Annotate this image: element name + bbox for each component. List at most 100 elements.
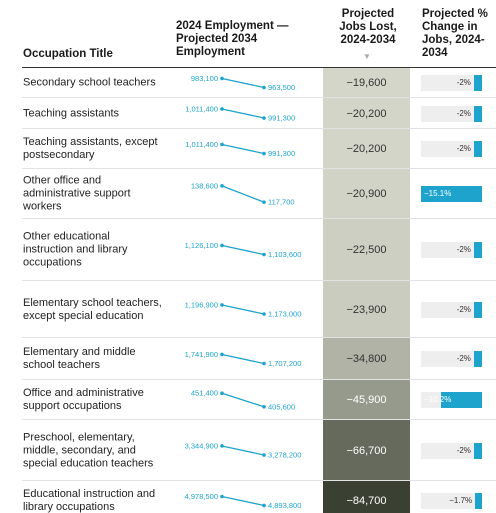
pct-change-track: -2% (421, 242, 482, 258)
employment-2034-label: 1,103,600 (268, 250, 301, 259)
jobs-lost-cell: −20,200 (323, 129, 410, 169)
table-row: Office and administrative support occupa… (0, 380, 496, 420)
employment-slope-line (221, 353, 265, 365)
table-row: Secondary school teachers 983,100 963,500 −… (0, 68, 496, 98)
table-header: Occupation Title 2024 Employment — Proje… (0, 0, 496, 68)
occupation-label: Elementary school teachers, except speci… (23, 296, 162, 322)
pct-change-label: -2% (456, 108, 471, 118)
employment-slope: 451,400 405,600 (191, 389, 295, 412)
pct-change-label: -2% (456, 445, 471, 455)
employment-2034-point (262, 116, 266, 120)
pct-change-track: -2% (421, 105, 482, 122)
pct-change-bar (473, 242, 482, 258)
pct-change-bar (473, 442, 482, 459)
header-jobs-lost[interactable]: Projected Jobs Lost, 2024-2034 (339, 8, 397, 46)
employment-2034-point (262, 312, 266, 316)
employment-slope: 1,126,100 1,103,600 (185, 241, 302, 259)
pct-change-bar (473, 105, 482, 122)
jobs-lost-cell: −66,700 (323, 420, 410, 481)
pct-change-label: -2% (456, 245, 471, 254)
jobs-lost-cell: −22,500 (323, 219, 410, 281)
pct-change-track: -2% (421, 301, 482, 318)
employment-2034-point (262, 361, 266, 366)
employment-2024-label: 451,400 (191, 389, 218, 398)
pct-change-track: −10.2% (421, 392, 482, 408)
employment-slope-line (221, 185, 265, 203)
jobs-lost-cell: −19,600 (323, 68, 410, 98)
employment-2024-point (220, 184, 224, 188)
employment-slope: 1,011,400 991,300 (185, 104, 295, 123)
sort-down-icon[interactable]: ▼ (363, 52, 371, 61)
row-divider (22, 480, 496, 481)
employment-2034-point (262, 85, 266, 90)
jobs-lost-cell: −20,900 (323, 169, 410, 219)
pct-change-bar (475, 493, 482, 509)
header-divider (22, 67, 496, 68)
jobs-lost-cell: −20,200 (323, 98, 410, 129)
employment-2024-label: 3,344,900 (185, 441, 218, 450)
employment-2024-point (220, 494, 224, 499)
occupation-label: Teaching assistants (23, 107, 119, 119)
pct-change-label: −10.2% (424, 395, 452, 404)
employment-2034-label: 3,278,200 (268, 451, 301, 460)
table-row: Other educational instruction and librar… (0, 219, 496, 281)
employment-slope-line (221, 244, 265, 256)
employment-slope-line (221, 143, 265, 155)
pct-change-bar (473, 141, 482, 157)
pct-change-label: -2% (456, 144, 471, 153)
row-divider (22, 337, 496, 338)
pct-change-track: -2% (421, 141, 482, 157)
header-employment[interactable]: 2024 Employment — Projected 2034 Employm… (176, 20, 289, 58)
occupation-label: Other office and administrative support … (23, 174, 131, 213)
employment-2034-label: 405,600 (268, 402, 295, 411)
employment-slope: 983,100 963,500 (191, 74, 295, 92)
employment-slope: 138,600 117,700 (191, 181, 295, 207)
jobs-lost-cell: −23,900 (323, 281, 410, 338)
employment-slope-line (221, 445, 265, 456)
employment-slope-line (221, 495, 265, 507)
employment-slope-line (221, 108, 265, 119)
pct-change-label: -2% (456, 304, 471, 314)
employment-slope-line (221, 392, 265, 408)
employment-slope-line (221, 77, 265, 89)
employment-2024-point (220, 76, 224, 81)
employment-slope-line (221, 304, 265, 315)
pct-change-track: -2% (421, 442, 482, 459)
occupation-label: Other educational instruction and librar… (23, 230, 128, 269)
pct-change-bar (473, 301, 482, 318)
row-divider (22, 379, 496, 380)
jobs-lost-cell: −45,900 (323, 380, 410, 420)
employment-2024-label: 4,978,500 (185, 492, 218, 501)
employment-slope: 4,978,500 4,893,800 (185, 492, 302, 510)
employment-2034-label: 991,300 (268, 114, 295, 123)
employment-slope: 3,344,900 3,278,200 (185, 441, 302, 460)
pct-change-track: -2% (421, 75, 482, 91)
employment-2034-label: 4,893,800 (268, 501, 301, 510)
pct-change-label: -2% (456, 78, 471, 87)
pct-change-bar (421, 186, 482, 202)
table-row: Other office and administrative support … (0, 169, 496, 219)
occupation-label: Office and administrative support occupa… (23, 387, 144, 412)
header-pct-change[interactable]: Projected % Change in Jobs, 2024-2034 (422, 8, 488, 59)
row-divider (22, 168, 496, 169)
row-divider (22, 218, 496, 219)
employment-slope: 1,196,900 1,173,000 (185, 300, 302, 318)
employment-2034-point (262, 503, 266, 508)
employment-2024-label: 1,126,100 (185, 241, 218, 250)
employment-2034-point (262, 200, 266, 204)
jobs-lost-cell: −84,700 (323, 481, 410, 513)
table-row: Teaching assistants 1,011,400 991,300 −20,2… (0, 98, 496, 129)
occupation-label: Secondary school teachers (23, 76, 156, 89)
employment-2034-label: 963,500 (268, 83, 295, 92)
row-divider (22, 419, 496, 420)
employment-2034-label: 991,300 (268, 149, 295, 158)
employment-2024-label: 1,741,900 (185, 350, 218, 359)
occupation-label: Elementary and middle school teachers (23, 346, 136, 371)
header-occupation-title[interactable]: Occupation Title (23, 48, 113, 60)
occupation-label: Educational instruction and library occu… (23, 488, 156, 513)
occupation-label: Teaching assistants, except postsecondar… (23, 136, 158, 161)
employment-2034-label: 117,700 (268, 198, 295, 207)
employment-2024-point (220, 142, 224, 147)
pct-change-label: -2% (456, 354, 471, 363)
occupation-label: Preschool, elementary, middle, secondary… (23, 431, 154, 469)
